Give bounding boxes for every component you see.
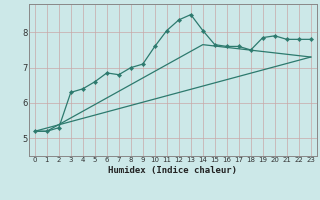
X-axis label: Humidex (Indice chaleur): Humidex (Indice chaleur) <box>108 166 237 175</box>
